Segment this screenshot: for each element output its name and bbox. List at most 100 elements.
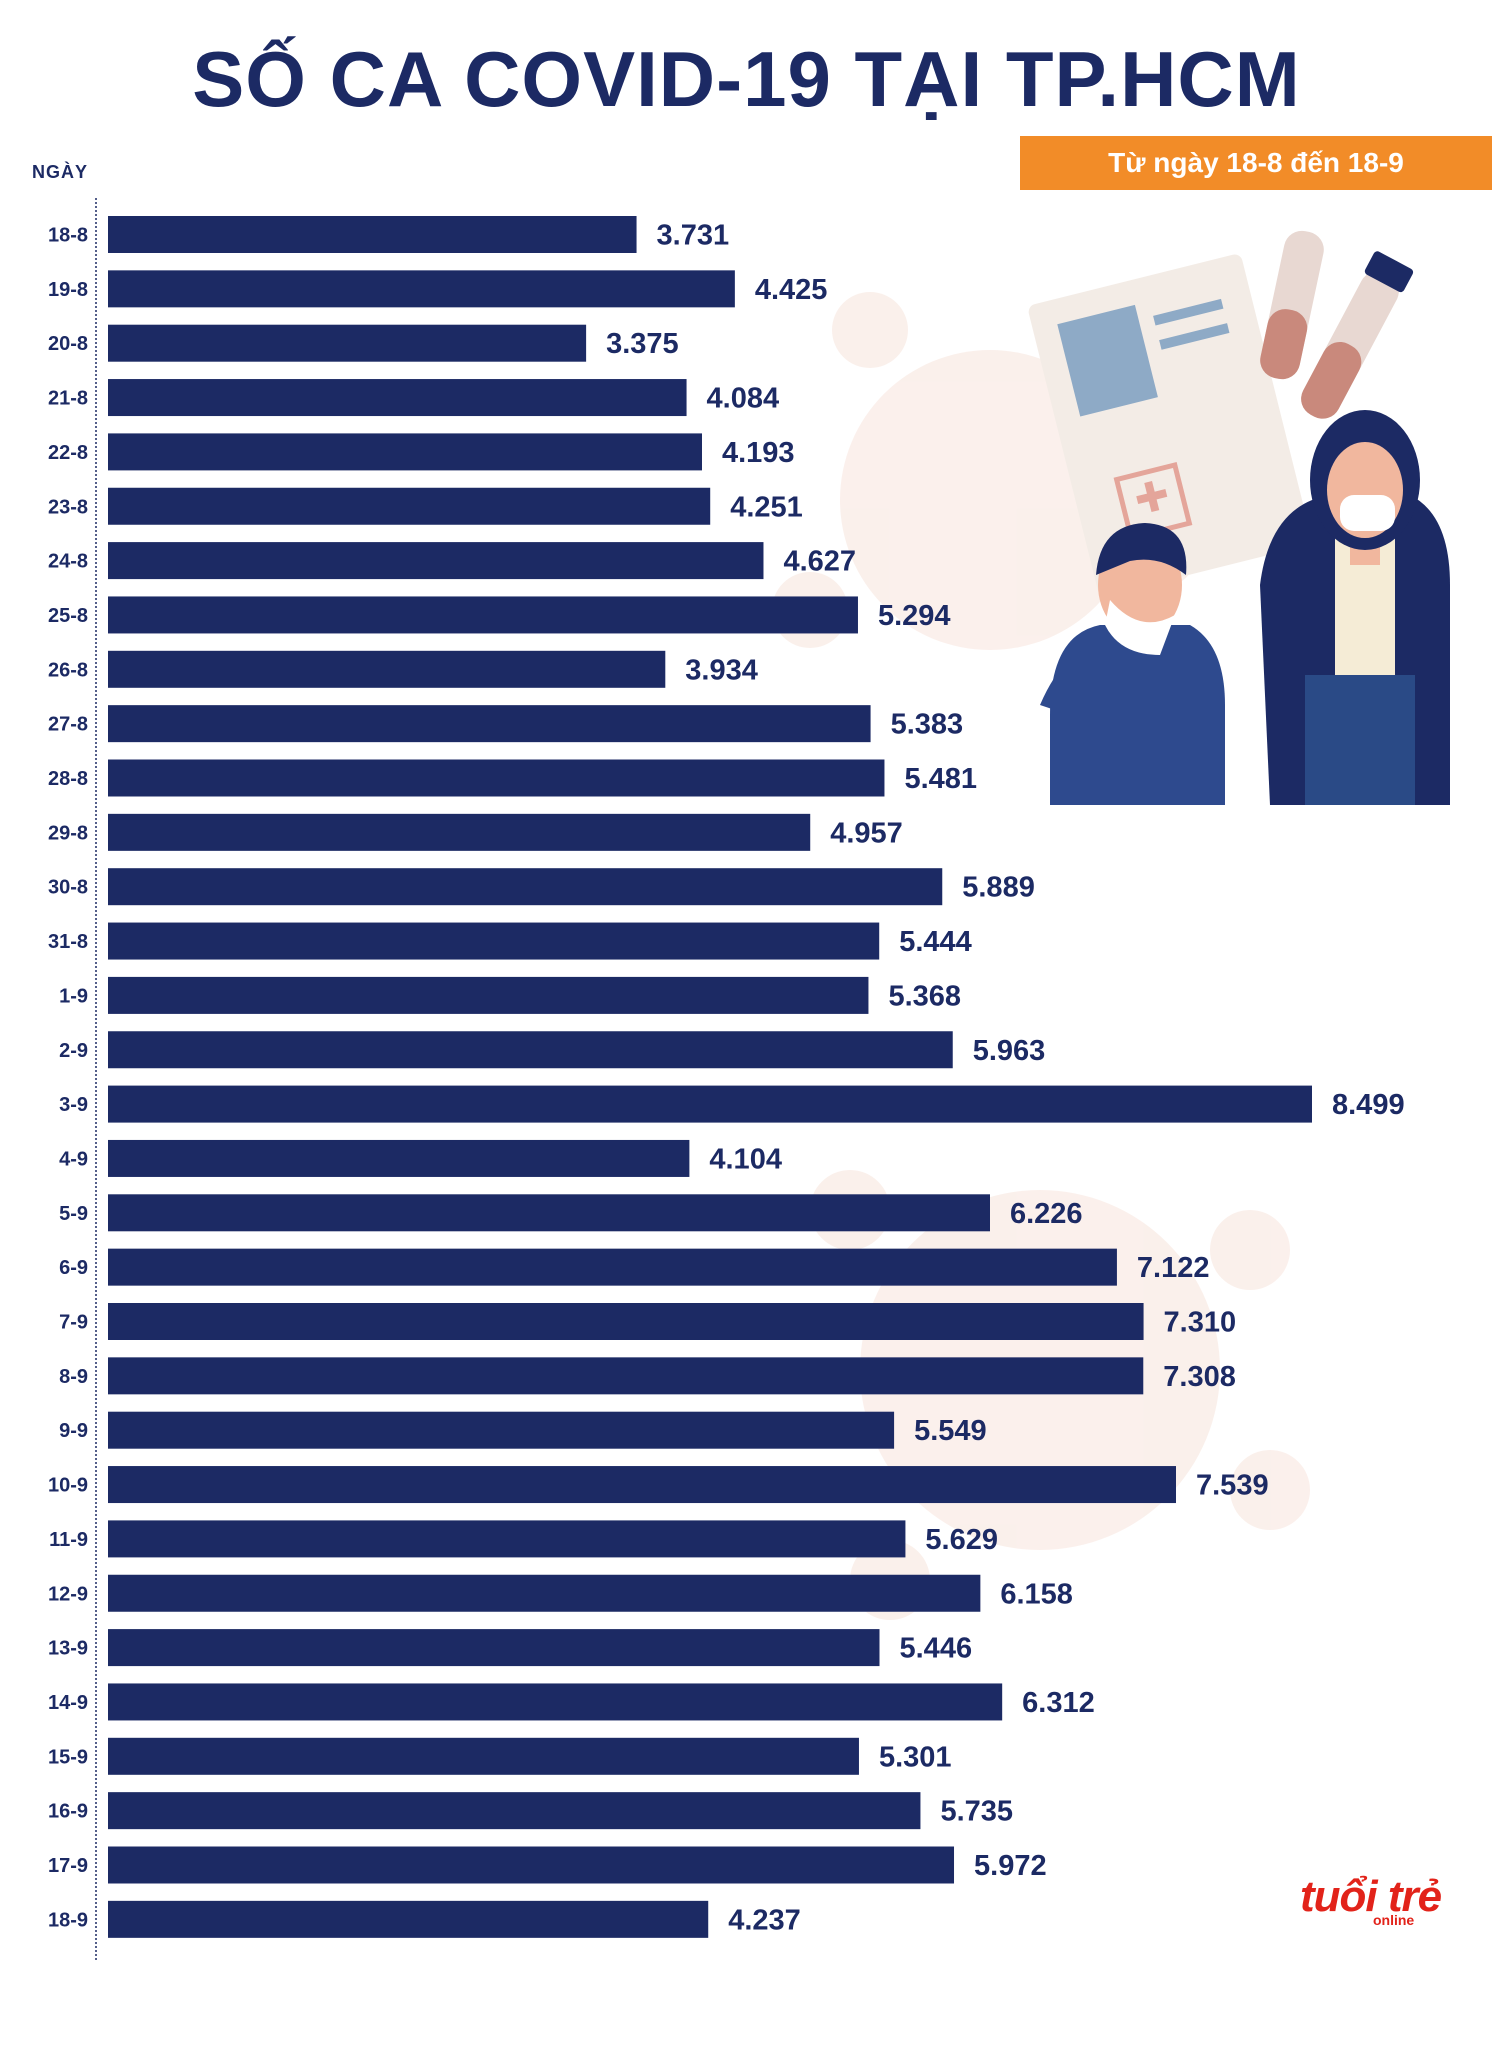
bars-group: 18-8 3.731 19-8 4.425 20-8 3.375 21-8 4.084 22-8… bbox=[48, 216, 1405, 1938]
bar-9-9 bbox=[108, 1411, 895, 1449]
category-label: 7-9 bbox=[59, 1312, 88, 1334]
value-label: 7.310 bbox=[1164, 1307, 1237, 1339]
value-label: 7.122 bbox=[1137, 1252, 1210, 1284]
bar-18-8 bbox=[108, 216, 637, 253]
bar-12-9 bbox=[108, 1574, 981, 1612]
value-label: 5.889 bbox=[962, 872, 1035, 904]
category-label: 3-9 bbox=[59, 1094, 88, 1116]
category-label: 31-8 bbox=[48, 931, 88, 953]
test-tube-icon bbox=[1260, 230, 1414, 419]
value-label: 6.158 bbox=[1000, 1578, 1073, 1610]
bar-2-9 bbox=[108, 1031, 953, 1069]
value-label: 4.957 bbox=[830, 817, 903, 849]
value-label: 5.549 bbox=[914, 1415, 987, 1447]
bar-22-8 bbox=[108, 433, 702, 471]
value-label: 5.444 bbox=[899, 926, 972, 958]
bar-31-8 bbox=[108, 922, 880, 960]
value-label: 7.308 bbox=[1163, 1361, 1236, 1393]
value-label: 4.193 bbox=[722, 437, 795, 469]
category-label: 10-9 bbox=[48, 1475, 88, 1497]
bar-15-9 bbox=[108, 1737, 859, 1775]
bar-26-8 bbox=[108, 650, 666, 688]
value-label: 3.375 bbox=[606, 328, 679, 360]
bar-20-8 bbox=[108, 324, 587, 362]
bar-7-9 bbox=[108, 1303, 1144, 1340]
category-label: 27-8 bbox=[48, 714, 88, 736]
category-label: 14-9 bbox=[48, 1692, 88, 1714]
bar-23-8 bbox=[108, 487, 711, 525]
category-label: 18-9 bbox=[48, 1909, 88, 1931]
category-label: 9-9 bbox=[59, 1420, 88, 1442]
value-label: 4.627 bbox=[783, 546, 856, 578]
category-label: 2-9 bbox=[59, 1040, 88, 1062]
value-label: 8.499 bbox=[1332, 1089, 1405, 1121]
category-label: 26-8 bbox=[48, 659, 88, 681]
category-label: 4-9 bbox=[59, 1148, 88, 1170]
value-label: 3.934 bbox=[685, 654, 758, 686]
category-label: 1-9 bbox=[59, 985, 88, 1007]
category-label: 21-8 bbox=[48, 388, 88, 410]
value-label: 5.301 bbox=[879, 1741, 952, 1773]
medical-document-icon bbox=[1028, 254, 1312, 596]
category-label: 29-8 bbox=[48, 822, 88, 844]
category-label: 8-9 bbox=[59, 1366, 88, 1388]
category-label: 12-9 bbox=[48, 1583, 88, 1605]
category-label: 16-9 bbox=[48, 1801, 88, 1823]
bar-4-9 bbox=[108, 1139, 690, 1177]
value-label: 7.539 bbox=[1196, 1470, 1269, 1502]
category-label: 20-8 bbox=[48, 333, 88, 355]
bar-8-9 bbox=[108, 1357, 1144, 1395]
value-label: 4.084 bbox=[707, 383, 780, 415]
date-range-badge: Từ ngày 18-8 đến 18-9 bbox=[1020, 136, 1492, 190]
value-label: 5.383 bbox=[891, 709, 964, 741]
category-label: 28-8 bbox=[48, 768, 88, 790]
patients-illustration-icon bbox=[1028, 230, 1450, 805]
bar-13-9 bbox=[108, 1629, 880, 1667]
bar-19-8 bbox=[108, 270, 735, 308]
value-label: 4.251 bbox=[730, 491, 803, 523]
category-label: 18-8 bbox=[48, 225, 88, 247]
bar-25-8 bbox=[108, 596, 858, 634]
value-label: 5.963 bbox=[973, 1035, 1046, 1067]
value-label: 5.294 bbox=[878, 600, 951, 632]
bar-10-9 bbox=[108, 1466, 1177, 1504]
bar-18-9 bbox=[108, 1900, 709, 1938]
category-label: 25-8 bbox=[48, 605, 88, 627]
value-label: 3.731 bbox=[657, 220, 730, 252]
category-label: 19-8 bbox=[48, 279, 88, 301]
category-label: 23-8 bbox=[48, 496, 88, 518]
value-label: 6.226 bbox=[1010, 1198, 1083, 1230]
bar-24-8 bbox=[108, 542, 764, 580]
bar-27-8 bbox=[108, 705, 871, 743]
category-label: 11-9 bbox=[49, 1529, 88, 1551]
bar-14-9 bbox=[108, 1683, 1003, 1721]
bar-21-8 bbox=[108, 379, 687, 417]
category-label: 17-9 bbox=[48, 1855, 88, 1877]
value-label: 5.481 bbox=[904, 763, 977, 795]
value-label: 5.735 bbox=[940, 1796, 1013, 1828]
category-label: 6-9 bbox=[59, 1257, 88, 1279]
value-label: 5.368 bbox=[888, 980, 961, 1012]
brand-logo: tuổi trẻ online bbox=[1300, 1872, 1450, 1932]
category-label: 24-8 bbox=[48, 551, 88, 573]
bar-29-8 bbox=[108, 813, 811, 851]
man-figure-icon bbox=[1040, 523, 1225, 805]
category-label: 13-9 bbox=[48, 1638, 88, 1660]
category-label: 30-8 bbox=[48, 877, 88, 899]
category-label: 5-9 bbox=[59, 1203, 88, 1225]
category-label: 22-8 bbox=[48, 442, 88, 464]
category-label: 15-9 bbox=[48, 1746, 88, 1768]
value-label: 4.237 bbox=[728, 1904, 801, 1936]
value-label: 4.104 bbox=[709, 1143, 782, 1175]
y-axis-label: NGÀY bbox=[32, 162, 89, 182]
bar-17-9 bbox=[108, 1846, 955, 1884]
virus-watermark-icon bbox=[772, 292, 1310, 1620]
value-label: 6.312 bbox=[1022, 1687, 1095, 1719]
bar-1-9 bbox=[108, 976, 869, 1014]
bar-30-8 bbox=[108, 868, 943, 906]
chart-title: SỐ CA COVID-19 TẠI TP.HCM bbox=[192, 35, 1301, 123]
value-label: 5.972 bbox=[974, 1850, 1047, 1882]
value-label: 5.629 bbox=[925, 1524, 998, 1556]
value-label: 4.425 bbox=[755, 274, 828, 306]
